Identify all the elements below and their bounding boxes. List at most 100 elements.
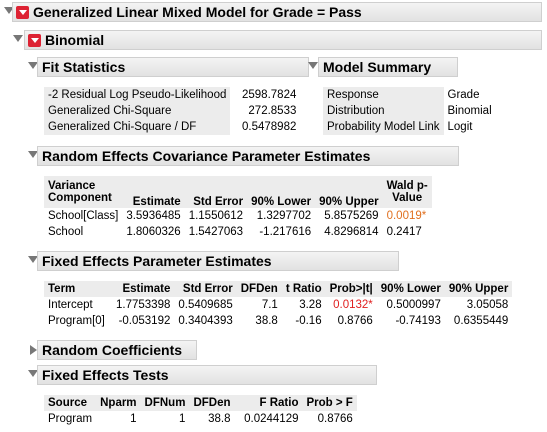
fixed-effects-tests-title: Fixed Effects Tests [42,367,169,383]
model-summary-table: Response Grade Distribution Binomial Pro… [323,87,496,135]
prob-t-cell: 0.8766 [337,315,373,327]
collapse-binomial-icon[interactable] [13,35,23,42]
fit-stat-label: -2 Residual Log Pseudo-Likelihood [44,87,231,103]
column-header-dfden: DFDen [189,395,235,411]
fit-stat-label: Generalized Chi-Square [44,103,231,119]
table-row: Distribution Binomial [323,103,496,119]
random-effects-table: Variance Component Estimate Std Error 90%… [44,176,432,240]
dfden-cell: 7.1 [261,299,278,311]
collapse-fixed-effects-icon[interactable] [28,256,38,263]
column-header-dfden: DFDen [236,281,282,297]
f-ratio-cell: 0.0244129 [244,413,299,425]
model-summary-value: Logit [447,121,473,133]
binomial-title-bar: Binomial [24,30,542,50]
model-summary-label: Probability Model Link [323,119,444,135]
expand-random-coefficients-icon[interactable] [30,345,37,355]
fixed-effects-header[interactable]: Fixed Effects Parameter Estimates [37,251,399,271]
column-header-term: Term [44,281,112,297]
column-header-source: Source [44,395,97,411]
upper-cell: 0.6355449 [453,315,509,327]
collapse-random-effects-icon[interactable] [28,151,38,158]
dfden-cell: 38.8 [255,315,278,327]
report-title-bar: Generalized Linear Mixed Model for Grade… [12,2,542,22]
std-error-cell: 1.5427063 [188,226,244,238]
table-row: School 1.8060326 1.5427063 -1.217616 4.8… [44,224,432,240]
lower-cell: -1.217616 [259,226,312,238]
column-header-prob-f: Prob > F [302,395,357,411]
prob-f-cell: 0.8766 [317,413,353,425]
estimate-cell: 1.7753398 [116,299,171,311]
table-row: Probability Model Link Logit [323,119,496,135]
upper-cell: 5.8575269 [324,210,379,222]
column-header-90-upper: 90% Upper [315,176,383,208]
term-cell: Program[0] [48,315,105,327]
fit-stat-value: 0.5478982 [242,121,297,133]
model-summary-value: Grade [447,89,480,101]
column-header-90-lower: 90% Lower [247,176,316,208]
column-header-estimate: Estimate [112,281,175,297]
model-summary-header[interactable]: Model Summary [318,57,458,77]
column-header-wald-p-value: Wald p- Value [382,176,432,208]
report-title: Generalized Linear Mixed Model for Grade… [33,4,362,20]
lower-cell: 1.3297702 [256,210,312,222]
column-header-estimate: Estimate [122,176,185,208]
std-error-cell: 0.3404393 [178,315,233,327]
model-summary-value: Binomial [447,105,492,117]
column-header-std-error: Std Error [174,281,237,297]
column-header-90-upper: 90% Upper [444,281,513,297]
table-row: Program 1 1 38.8 0.0244129 0.8766 [44,411,357,427]
prob-t-cell: 0.0132* [333,299,373,311]
std-error-cell: 0.5409685 [178,299,233,311]
std-error-cell: 1.1550612 [188,210,244,222]
estimate-cell: 3.5936485 [126,210,181,222]
random-coefficients-header[interactable]: Random Coefficients [37,340,197,360]
model-summary-label: Distribution [323,103,444,119]
column-header-f-ratio: F Ratio [234,395,303,411]
table-row: Program[0] -0.053192 0.3404393 38.8 -0.1… [44,313,512,329]
column-header-prob-t: Prob>|t| [325,281,377,297]
fit-statistics-table: -2 Residual Log Pseudo-Likelihood 2598.7… [44,87,300,135]
t-ratio-cell: 3.28 [299,299,322,311]
table-row: -2 Residual Log Pseudo-Likelihood 2598.7… [44,87,300,103]
source-cell: Program [48,413,93,425]
column-header-dfnum: DFNum [140,395,190,411]
fit-stat-value: 2598.7824 [242,89,297,101]
random-effects-header[interactable]: Random Effects Covariance Parameter Esti… [37,146,459,166]
upper-cell: 4.8296814 [324,226,379,238]
random-coefficients-title: Random Coefficients [42,342,183,358]
table-header-row: Source Nparm DFNum DFDen F Ratio Prob > … [44,395,357,411]
dfnum-cell: 1 [179,413,186,425]
binomial-title: Binomial [45,32,105,48]
lower-cell: 0.5000997 [386,299,441,311]
table-row: Intercept 1.7753398 0.5409685 7.1 3.28 0… [44,297,512,313]
binomial-menu-icon[interactable] [28,33,41,47]
random-effects-title: Random Effects Covariance Parameter Esti… [42,148,371,164]
column-header-std-error: Std Error [184,176,248,208]
column-header-nparm: Nparm [96,395,141,411]
term-cell: Intercept [48,299,93,311]
collapse-report-icon[interactable] [4,7,14,14]
fixed-effects-tests-header[interactable]: Fixed Effects Tests [37,365,377,385]
estimate-cell: -0.053192 [118,315,171,327]
p-value-cell: 0.0019* [386,210,427,222]
column-header-t-ratio: t Ratio [281,281,326,297]
fit-statistics-header[interactable]: Fit Statistics [37,57,309,77]
column-header-90-lower: 90% Lower [376,281,445,297]
collapse-fixed-effects-tests-icon[interactable] [28,370,38,377]
variance-component-cell: School [48,226,84,238]
variance-component-cell: School[Class] [48,210,119,222]
table-header-row: Term Estimate Std Error DFDen t Ratio Pr… [44,281,513,297]
fixed-effects-tests-table: Source Nparm DFNum DFDen F Ratio Prob > … [44,395,357,427]
table-row: Generalized Chi-Square / DF 0.5478982 [44,119,300,135]
fit-stat-label: Generalized Chi-Square / DF [44,119,231,135]
fit-statistics-title: Fit Statistics [42,59,126,75]
dfden-cell: 38.8 [208,413,231,425]
lower-cell: -0.74193 [395,315,441,327]
collapse-fit-statistics-icon[interactable] [28,62,38,69]
table-row: Response Grade [323,87,496,103]
collapse-model-summary-icon[interactable] [308,62,318,69]
report-menu-icon[interactable] [16,5,29,19]
t-ratio-cell: -0.16 [295,315,322,327]
model-summary-title: Model Summary [323,59,432,75]
table-header-row: Variance Component Estimate Std Error 90%… [44,176,432,208]
